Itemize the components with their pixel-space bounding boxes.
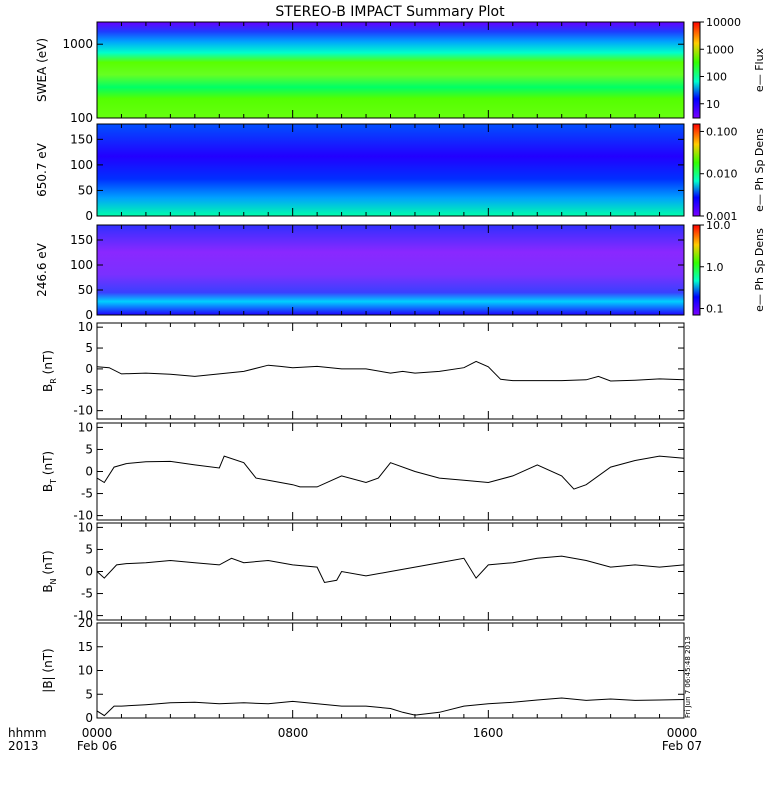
y-label-sub: R <box>49 378 58 384</box>
series-line-5 <box>96 455 685 490</box>
colorbar-tick-label: 10.0 <box>706 219 731 232</box>
y-label-unit: (nT) <box>41 550 55 578</box>
time-tick-0800: 0800 <box>278 726 309 740</box>
colorbar-label: e— Flux <box>753 47 766 92</box>
y-tick-label: -10 <box>73 404 93 418</box>
series-line-6 <box>96 555 685 584</box>
y-tick-label: 100 <box>70 111 93 125</box>
panel-1: 10000 1000 100 10 e— Flux 1000 100 SWEA (eV) <box>35 16 766 125</box>
colorbar-3 <box>692 224 701 316</box>
y-tick-label: 0 <box>85 465 93 479</box>
y-tick-label: -10 <box>73 609 93 623</box>
y-tick-label: 5 <box>85 687 93 701</box>
time-date-end: Feb 07 <box>662 739 702 753</box>
y-tick-label: 150 <box>70 233 93 247</box>
colorbar-tick-label: 10000 <box>706 16 741 29</box>
y-label-main: B <box>41 384 55 392</box>
panel-frame <box>96 21 685 119</box>
y-axis-label: |B| (nT) <box>41 648 55 692</box>
y-tick-label: -5 <box>81 587 93 601</box>
panel-3: 10.0 1.0 0.1 e— Ph Sp Dens 150 100 50 0 246.6 eV <box>35 219 766 322</box>
y-tick-label: 10 <box>78 520 93 534</box>
y-tick-label: 0 <box>85 308 93 322</box>
colorbar-tick-label: 1000 <box>706 43 734 56</box>
panel-frame <box>96 224 685 316</box>
y-label-sub: T <box>49 479 58 485</box>
colorbar-tick-label: 10 <box>706 98 720 111</box>
panel-frame <box>96 422 685 521</box>
colorbar-label: e— Ph Sp Dens <box>753 228 766 312</box>
y-tick-label: 0 <box>85 209 93 223</box>
time-tick-0000-end: 0000 <box>667 726 698 740</box>
colorbar-tick-label: 0.001 <box>706 210 738 223</box>
y-tick-label: 150 <box>70 132 93 146</box>
colorbar-tick-label: 0.010 <box>706 168 738 181</box>
time-date-start: Feb 06 <box>77 739 117 753</box>
y-label-unit: (nT) <box>41 451 55 479</box>
y-axis-label: BN (nT) <box>41 550 58 592</box>
panel-2: 0.100 0.010 0.001 e— Ph Sp Dens 150 100 50 0 650… <box>35 123 766 223</box>
y-label-main: B <box>41 584 55 592</box>
y-axis-label: BT (nT) <box>41 451 58 492</box>
time-tick-0000-start: 0000 <box>82 726 113 740</box>
time-axis-label-hhmm: hhmm <box>8 726 47 740</box>
colorbar-tick-label: 1.0 <box>706 261 724 274</box>
y-tick-label: 10 <box>78 664 93 678</box>
y-tick-label: 0 <box>85 362 93 376</box>
colorbar-label: e— Ph Sp Dens <box>753 128 766 212</box>
series-line-4 <box>96 360 685 382</box>
y-tick-label: 1000 <box>62 37 93 51</box>
panel-frame <box>96 622 685 719</box>
y-tick-label: 100 <box>70 258 93 272</box>
y-axis-label: SWEA (eV) <box>35 38 49 102</box>
colorbar-1 <box>692 21 701 119</box>
colorbar-tick-label: 0.1 <box>706 303 724 316</box>
time-axis-year: 2013 <box>8 739 39 753</box>
time-axis: hhmm 2013 0000 Feb 06 0800 1600 0000 Feb… <box>8 726 702 753</box>
panel-frame <box>96 322 685 420</box>
generation-timestamp: Fri Jun 7 06:45:48 2013 <box>684 636 692 718</box>
y-label-unit: (nT) <box>41 350 55 378</box>
y-axis-label: 246.6 eV <box>35 242 49 297</box>
y-tick-label: 0 <box>85 711 93 725</box>
y-axis-label: 650.7 eV <box>35 142 49 197</box>
y-tick-label: -10 <box>73 509 93 523</box>
spectrogram-2 <box>97 124 684 216</box>
y-tick-label: 100 <box>70 158 93 172</box>
colorbar-tick-label: 100 <box>706 71 727 84</box>
panel-frame <box>96 123 685 217</box>
panel-6: 10 5 0 -5 -10 BN (nT) <box>41 520 685 623</box>
panel-5: 10 5 0 -5 -10 BT (nT) <box>41 420 685 523</box>
spectrogram-1 <box>97 22 684 118</box>
spectrogram-3 <box>97 225 684 315</box>
panel-7: 20 15 10 5 0 |B| (nT) <box>41 616 685 725</box>
y-label-main: B <box>41 484 55 492</box>
time-tick-1600: 1600 <box>473 726 504 740</box>
y-tick-label: -5 <box>81 383 93 397</box>
y-tick-label: 15 <box>78 640 93 654</box>
plot-title: STEREO-B IMPACT Summary Plot <box>275 4 505 20</box>
y-label-sub: N <box>49 578 58 584</box>
panel-4: 10 5 0 -5 -10 BR (nT) <box>41 320 685 420</box>
y-tick-label: 0 <box>85 565 93 579</box>
y-tick-label: 10 <box>78 420 93 434</box>
colorbar-tick-label: 0.100 <box>706 125 738 138</box>
panel-frame <box>96 522 685 621</box>
y-tick-label: 50 <box>78 183 93 197</box>
y-tick-label: 20 <box>78 616 93 630</box>
y-tick-label: 5 <box>85 341 93 355</box>
colorbar-2 <box>692 123 701 217</box>
y-tick-label: 5 <box>85 542 93 556</box>
y-tick-label: 10 <box>78 320 93 334</box>
series-line-7 <box>96 697 685 717</box>
y-tick-label: 50 <box>78 283 93 297</box>
y-axis-label: BR (nT) <box>41 350 58 392</box>
y-tick-label: -5 <box>81 487 93 501</box>
y-tick-label: 5 <box>85 442 93 456</box>
